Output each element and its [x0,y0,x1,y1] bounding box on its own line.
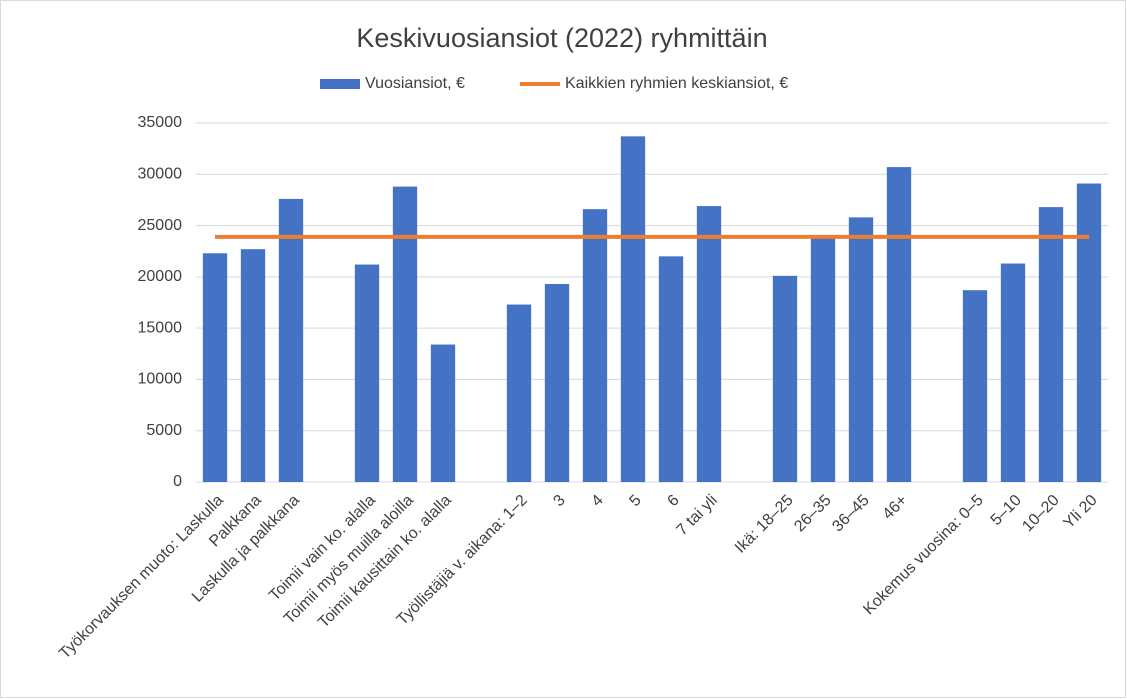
legend-label: Vuosiansiot, € [365,75,465,92]
bar [354,264,380,482]
bar [240,249,266,482]
bar [886,167,912,482]
y-tick-label: 5000 [146,422,182,439]
y-tick-label: 0 [173,473,182,490]
legend-label: Kaikkien ryhmien keskiansiot, € [565,75,788,92]
bar [582,209,608,482]
chart-title: Keskivuosiansiot (2022) ryhmittäin [356,23,767,53]
y-tick-label: 25000 [138,217,183,234]
bar [696,206,722,482]
bar [772,275,798,482]
y-tick-label: 35000 [138,114,183,131]
bar [658,256,684,482]
y-tick-label: 30000 [138,166,183,183]
bar [278,198,304,482]
y-tick-label: 20000 [138,268,183,285]
bar [1038,207,1064,482]
bar [1076,183,1102,482]
bar [544,284,570,482]
bar [392,186,418,482]
bar [848,217,874,482]
bar [430,344,456,482]
bar [1000,263,1026,482]
bar [962,290,988,482]
bar [506,304,532,482]
bar [620,136,646,482]
legend-swatch [320,79,360,89]
y-tick-label: 10000 [138,371,183,388]
bar [810,236,836,482]
bar [202,253,228,482]
y-tick-label: 15000 [138,319,183,336]
